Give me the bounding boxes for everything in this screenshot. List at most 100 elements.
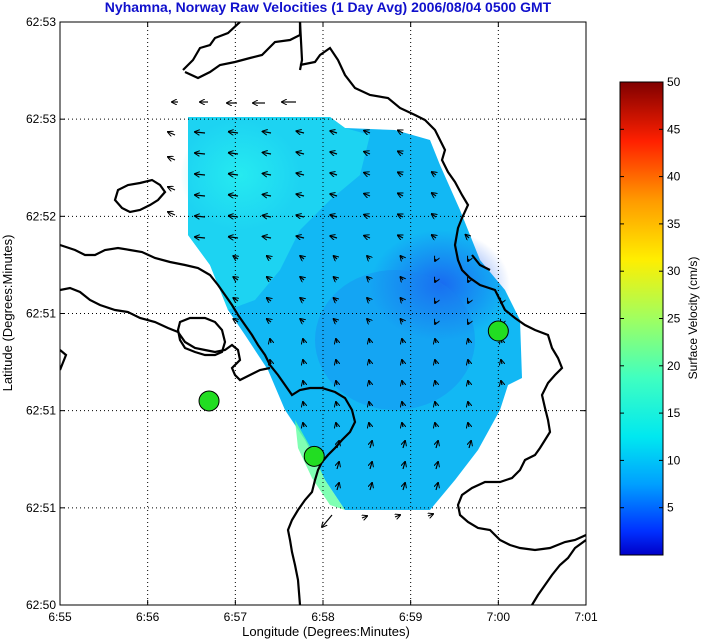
velocity-arrow [435, 280, 436, 282]
x-tick-label: 7:01 [574, 610, 598, 624]
coastline-north-island [298, 22, 304, 71]
velocity-arrow [296, 152, 305, 154]
velocity-arrow [403, 462, 405, 470]
coastline-south-east [531, 539, 586, 605]
y-tick-label: 62:53 [26, 15, 56, 29]
velocity-arrow [432, 172, 436, 175]
velocity-arrow [267, 256, 271, 259]
velocity-arrow [303, 423, 304, 427]
velocity-arrow [267, 298, 271, 301]
velocity-arrow [402, 339, 403, 343]
y-axis-ticks: 62:50 62:51 62:51 62:51 62:52 62:53 62:53 [26, 15, 586, 612]
velocity-arrow [296, 215, 305, 217]
velocity-arrow [267, 277, 271, 280]
station-marker [198, 390, 220, 412]
velocity-arrow [367, 298, 370, 301]
colorbar-ticks: 5 10 15 20 25 30 35 40 45 50 [620, 75, 681, 515]
stations [198, 320, 509, 467]
velocity-arrow [233, 319, 238, 322]
velocity-arrow [303, 402, 304, 406]
coastline-west [60, 243, 357, 605]
velocity-arrow [263, 236, 272, 238]
velocity-arrow [435, 360, 436, 364]
velocity-arrow [195, 174, 206, 175]
velocity-arrow [370, 441, 372, 449]
velocity-arrow [432, 193, 436, 196]
velocity-arrow [436, 441, 438, 449]
velocity-arrow [468, 301, 469, 303]
velocity-arrow [296, 173, 305, 175]
colorbar-tick-label: 5 [667, 501, 674, 515]
velocity-arrow [330, 152, 338, 154]
x-tick-label: 6:57 [224, 610, 248, 624]
colorbar-tick-label: 50 [667, 75, 681, 89]
velocity-arrow [195, 195, 206, 196]
colorbar-tick-label: 10 [667, 453, 681, 467]
y-tick-label: 62:52 [26, 209, 56, 223]
y-tick-label: 62:51 [26, 307, 56, 321]
coastline-island-west [176, 316, 227, 357]
velocity-arrow [398, 130, 403, 133]
velocity-arrow [369, 423, 370, 427]
y-tick-label: 62:50 [26, 598, 56, 612]
velocity-arrow [402, 360, 403, 364]
velocity-arrow [398, 235, 403, 238]
velocity-arrow [233, 277, 238, 280]
velocity-arrow [364, 194, 371, 196]
velocity-arrow [435, 322, 436, 324]
y-axis-label: Latitude (Degrees:Minutes) [0, 235, 15, 392]
velocity-arrow [398, 214, 403, 217]
velocity-arrow [195, 132, 206, 133]
velocity-arrow [468, 381, 469, 385]
velocity-arrow [501, 360, 502, 364]
velocity-arrow [330, 131, 338, 133]
velocity-arrow [303, 381, 304, 385]
velocity-arrow [436, 462, 438, 470]
velocity-arrow [330, 215, 338, 217]
velocity-arrow [263, 194, 272, 196]
velocity-arrow [469, 441, 471, 449]
velocity-arrow [362, 516, 367, 518]
velocity-arrow [168, 187, 176, 190]
colorbar-tick-label: 20 [667, 359, 681, 373]
velocity-arrow [336, 402, 337, 406]
velocity-arrow [263, 173, 272, 175]
velocity-field-mid [315, 270, 475, 410]
velocity-field-peak [180, 120, 300, 230]
station-marker [303, 445, 325, 467]
velocity-arrow [303, 360, 304, 364]
velocity-arrow [229, 153, 239, 154]
velocity-arrow [195, 153, 206, 154]
velocity-arrow [364, 131, 371, 133]
velocity-arrow [334, 319, 337, 322]
velocity-arrow [436, 483, 438, 491]
velocity-arrow [263, 215, 272, 217]
coastline-island-northwest [113, 178, 167, 214]
velocity-arrow [303, 339, 304, 343]
velocity-arrow [364, 236, 371, 238]
velocity-arrow [403, 483, 405, 491]
velocity-arrow [229, 216, 239, 217]
velocity-arrow [402, 423, 403, 427]
velocity-arrow [367, 277, 370, 280]
velocity-arrow [402, 381, 403, 385]
velocity-arrow [336, 360, 337, 364]
velocity-arrow [402, 402, 403, 406]
velocity-arrow [369, 402, 370, 406]
x-axis-label: Longitude (Degrees:Minutes) [242, 624, 410, 639]
velocity-arrow [364, 152, 371, 154]
coastline-west-lower [60, 286, 271, 382]
coastline [60, 22, 586, 605]
velocity-arrow [229, 195, 239, 196]
velocity-arrow [195, 237, 206, 238]
x-axis-ticks: 6:55 6:56 6:57 6:58 6:59 7:00 7:01 [48, 22, 598, 624]
velocity-arrow [195, 216, 206, 217]
velocity-arrow [398, 193, 403, 196]
velocity-arrow [398, 172, 403, 175]
velocity-arrow [168, 132, 176, 135]
velocity-arrow [398, 151, 403, 154]
y-tick-label: 62:53 [26, 112, 56, 126]
velocity-arrow [330, 236, 338, 238]
chart-title: Nyhamna, Norway Raw Velocities (1 Day Av… [105, 0, 552, 15]
velocity-arrow [334, 277, 337, 280]
